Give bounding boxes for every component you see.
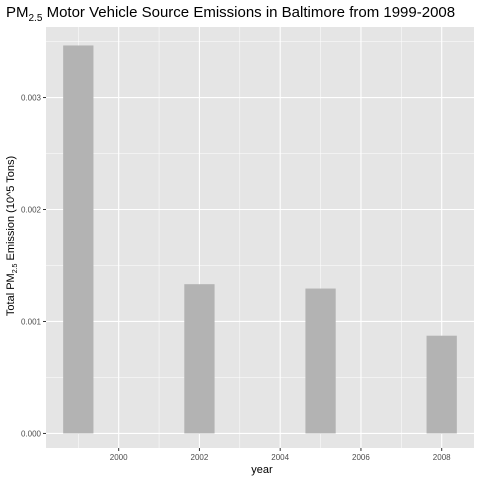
title-subscript: 2.5	[29, 13, 43, 24]
x-tick-label: 2004	[271, 453, 289, 462]
bar-2008	[426, 335, 457, 434]
y-axis: 0.000 0.001 0.002 0.003	[21, 94, 46, 438]
y-tick-label: 0.003	[21, 94, 42, 103]
title-main: PM	[6, 4, 29, 21]
title-rest: Motor Vehicle Source Emissions in Baltim…	[42, 4, 455, 21]
y-tick-label: 0.002	[21, 206, 42, 215]
x-tick-label: 2006	[352, 453, 370, 462]
x-tick-label: 2002	[191, 453, 209, 462]
x-axis: 2000 2002 2004 2006 2008	[110, 448, 451, 462]
x-tick-label: 2008	[433, 453, 451, 462]
y-tick-label: 0.001	[21, 317, 42, 326]
ylabel-rest: Emission (10^5 Tons)	[5, 156, 17, 264]
bars	[63, 45, 457, 434]
plot-panel	[46, 27, 474, 448]
bar-2002	[184, 284, 215, 434]
x-axis-title: year	[251, 464, 273, 476]
bar-1999	[63, 45, 94, 434]
y-tick-label: 0.000	[21, 429, 42, 438]
ylabel-main: Total PM	[5, 273, 17, 316]
bar-2005	[305, 288, 336, 434]
ylabel-subscript: 2.5	[12, 263, 19, 273]
chart-title: PM2.5 Motor Vehicle Source Emissions in …	[6, 4, 455, 24]
x-tick-label: 2000	[110, 453, 128, 462]
y-axis-title: Total PM2.5 Emission (10^5 Tons)	[5, 156, 19, 316]
